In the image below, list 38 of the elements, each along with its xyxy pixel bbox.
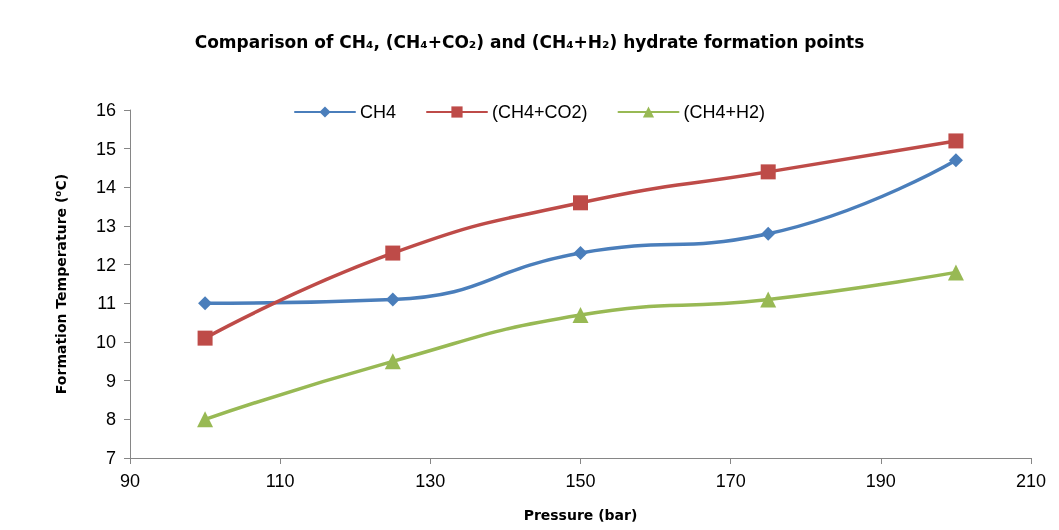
point: [197, 411, 214, 428]
legend-label: (CH4+CO2): [491, 102, 588, 122]
point: [384, 353, 401, 370]
point: [385, 292, 400, 307]
x-tick-label: 190: [865, 471, 896, 491]
point: [385, 245, 401, 261]
x-tick-label: 90: [119, 471, 141, 491]
x-tick-label: 130: [415, 471, 446, 491]
point: [760, 291, 777, 308]
point: [947, 264, 964, 281]
y-tick-label: 8: [105, 409, 116, 430]
point: [197, 330, 213, 346]
y-axis-title: Formation Temperature (⁰C): [53, 173, 69, 395]
x-tick-label: 150: [565, 471, 596, 491]
y-tick-label: 16: [95, 100, 116, 120]
y-tick-label: 13: [95, 216, 116, 236]
x-axis-title: Pressure (bar): [523, 507, 638, 523]
y-tick-label: 12: [95, 254, 116, 275]
y-tick-label: 15: [95, 138, 116, 159]
point: [948, 153, 963, 168]
point: [761, 226, 776, 241]
point: [572, 306, 589, 323]
y-tick-label: 10: [95, 332, 116, 352]
x-tick-label: 110: [265, 471, 295, 491]
chart-title: Comparison of CH₄, (CH₄+CO₂) and (CH₄+H₂) hydrate formation points: [194, 31, 865, 52]
y-tick-label: 7: [105, 448, 116, 468]
x-tick-label: 170: [715, 471, 746, 491]
point: [198, 296, 213, 311]
point: [573, 246, 588, 261]
x-tick-label: 210: [1015, 471, 1047, 491]
y-tick-label: 11: [97, 293, 116, 314]
y-tick-label: 14: [95, 177, 116, 198]
y-tick-label: 9: [105, 370, 116, 391]
legend-label: CH4: [359, 102, 396, 122]
legend-label: (CH4+H2): [683, 102, 766, 122]
point: [573, 195, 588, 211]
point: [760, 164, 776, 180]
point: [948, 133, 964, 149]
